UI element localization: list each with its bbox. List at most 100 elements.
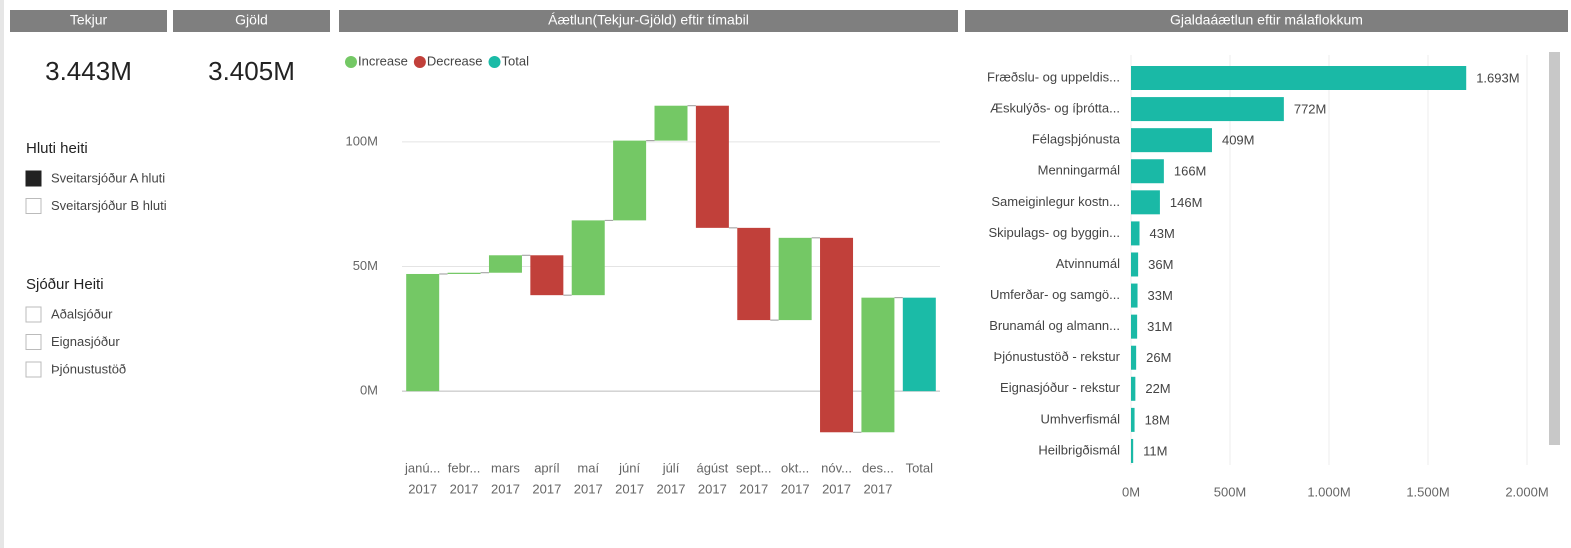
- y-tick-label: Umferðar- og samgö...: [990, 287, 1120, 302]
- x-tick-label: mars: [491, 460, 520, 475]
- y-tick-label: Skipulags- og byggin...: [988, 225, 1120, 240]
- bar: [1131, 438, 1134, 463]
- slicer-checkbox[interactable]: [25, 170, 42, 187]
- page-edge: [0, 0, 4, 548]
- waterfall-bar: [406, 273, 440, 392]
- bar: [1131, 345, 1137, 370]
- waterfall-bar: [488, 255, 522, 273]
- x-tick-label: des...: [862, 460, 894, 475]
- card-value: 3.443M: [45, 56, 132, 86]
- waterfall-bar: [820, 237, 854, 433]
- visual-title: Áætlun(Tekjur-Gjöld) eftir tímabil: [548, 12, 749, 28]
- waterfall-bar: [654, 105, 688, 141]
- bar: [1131, 283, 1138, 308]
- slicer-item[interactable]: Þjónustustöð: [51, 361, 126, 376]
- bar: [1131, 190, 1160, 215]
- x-tick-label: janú...: [404, 460, 440, 475]
- waterfall-bar: [571, 220, 605, 296]
- x-tick-label: 1.500M: [1406, 484, 1449, 499]
- visual-title: Gjöld: [235, 12, 268, 28]
- visual-title: Tekjur: [70, 12, 108, 28]
- data-label: 22M: [1145, 381, 1170, 396]
- waterfall-bar: [861, 297, 895, 433]
- x-tick-label: 0M: [1122, 484, 1140, 499]
- data-label: 26M: [1146, 350, 1171, 365]
- data-label: 409M: [1222, 133, 1255, 148]
- x-tick-label: ágúst: [696, 460, 728, 475]
- slicer-item[interactable]: Sveitarsjóður A hluti: [51, 170, 165, 185]
- visual-header: [10, 10, 167, 32]
- x-tick-label: 2017: [408, 481, 437, 496]
- bar: [1131, 66, 1467, 90]
- slicer-item[interactable]: Aðalsjóður: [51, 306, 113, 321]
- visual-title: Gjaldaáætlun eftir málaflokkum: [1170, 12, 1363, 28]
- x-tick-label: 500M: [1214, 484, 1247, 499]
- x-tick-label: sept...: [736, 460, 771, 475]
- y-tick-label: Þjónustustöð - rekstur: [994, 349, 1121, 364]
- y-tick-label: Brunamál og almann...: [989, 318, 1120, 333]
- x-tick-label: 2017: [532, 481, 561, 496]
- bar: [1131, 314, 1138, 339]
- data-label: 18M: [1145, 412, 1170, 427]
- x-tick-label: júní: [618, 460, 640, 475]
- bar: [1131, 159, 1164, 184]
- y-tick-label: Umhverfismál: [1041, 411, 1121, 426]
- data-label: 166M: [1174, 164, 1207, 179]
- y-tick-label: Félagsþjónusta: [1032, 132, 1121, 147]
- x-tick-label: 2017: [574, 481, 603, 496]
- waterfall-bar: [613, 140, 647, 221]
- x-tick-label: maí: [577, 460, 599, 475]
- x-tick-label: 2.000M: [1505, 484, 1548, 499]
- data-label: 36M: [1148, 257, 1173, 272]
- y-tick-label: 100M: [345, 133, 378, 148]
- bar: [1131, 252, 1139, 277]
- y-tick-label: Menningarmál: [1038, 163, 1120, 178]
- x-tick-label: 2017: [781, 481, 810, 496]
- y-tick-label: Heilbrigðismál: [1038, 442, 1120, 457]
- x-tick-label: Total: [906, 460, 934, 475]
- slicer-item[interactable]: Eignasjóður: [51, 334, 120, 349]
- y-tick-label: Fræðslu- og uppeldis...: [987, 69, 1120, 84]
- y-tick-label: 0M: [360, 383, 378, 398]
- bar: [1131, 128, 1212, 153]
- x-tick-label: nóv...: [821, 460, 852, 475]
- visual-header: [339, 10, 958, 32]
- x-tick-label: 1.000M: [1307, 484, 1350, 499]
- x-tick-label: 2017: [739, 481, 768, 496]
- y-tick-label: Æskulýðs- og íþrótta...: [990, 101, 1120, 116]
- waterfall-bar: [737, 227, 771, 321]
- bar: [1131, 376, 1136, 401]
- data-label: 33M: [1148, 288, 1173, 303]
- x-tick-label: okt...: [781, 460, 809, 475]
- x-tick-label: apríl: [534, 460, 559, 475]
- x-tick-label: 2017: [615, 481, 644, 496]
- scrollbar[interactable]: [1549, 52, 1560, 445]
- card-value: 3.405M: [208, 56, 295, 86]
- x-tick-label: 2017: [657, 481, 686, 496]
- legend-label: Total: [502, 53, 530, 68]
- x-tick-label: 2017: [450, 481, 479, 496]
- slicer-checkbox[interactable]: [25, 306, 42, 323]
- waterfall-bar: [695, 105, 729, 228]
- x-tick-label: 2017: [698, 481, 727, 496]
- waterfall-bar: [447, 272, 481, 274]
- visual-header: [965, 10, 1568, 32]
- waterfall-bar: [902, 297, 936, 392]
- slicer-item[interactable]: Sveitarsjóður B hluti: [51, 198, 167, 213]
- slicer-checkbox[interactable]: [25, 334, 42, 350]
- slicer-title: Hluti heiti: [26, 140, 88, 157]
- y-tick-label: 50M: [353, 258, 378, 273]
- legend-swatch: [345, 56, 357, 68]
- data-label: 11M: [1143, 443, 1167, 458]
- data-label: 43M: [1150, 226, 1175, 241]
- x-tick-label: febr...: [448, 460, 481, 475]
- x-tick-label: 2017: [863, 481, 892, 496]
- slicer-checkbox[interactable]: [25, 361, 42, 378]
- legend-label: Decrease: [427, 53, 483, 68]
- y-tick-label: Atvinnumál: [1056, 256, 1120, 271]
- visual-header: [173, 10, 330, 32]
- y-tick-label: Eignasjóður - rekstur: [1000, 380, 1121, 395]
- bar: [1131, 97, 1284, 122]
- slicer-checkbox[interactable]: [25, 198, 42, 214]
